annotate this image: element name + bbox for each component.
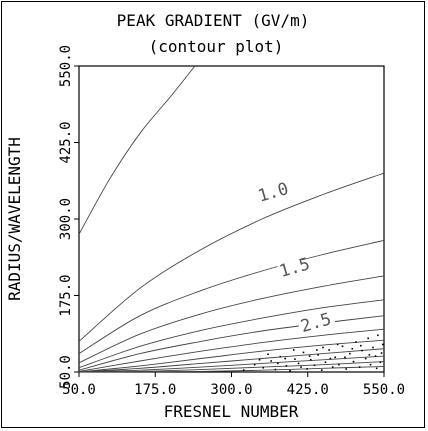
scatter-point: [289, 369, 291, 372]
chart-subtitle: (contour plot): [149, 37, 284, 56]
scatter-point: [270, 360, 272, 362]
scatter-point: [377, 334, 379, 337]
contour-line-4: [78, 355, 385, 373]
scatter-point: [334, 356, 336, 359]
y-tick-label: 175.0: [58, 274, 74, 316]
scatter-point: [317, 354, 319, 356]
y-tick-label: 50.0: [58, 355, 74, 389]
scatter-point: [284, 357, 286, 360]
scatter-point: [341, 345, 344, 348]
scatter-point: [368, 354, 371, 356]
scatter-point: [313, 364, 316, 367]
scatter-point: [242, 369, 245, 371]
scatter-point: [267, 353, 269, 356]
scatter-point: [308, 355, 311, 357]
x-tick-label: 50.0: [62, 382, 96, 398]
scatter-point: [360, 344, 362, 347]
scatter-point: [277, 362, 279, 365]
scatter-point: [344, 356, 346, 359]
scatter-point: [297, 362, 300, 365]
contour-label-bg: [256, 184, 293, 201]
contour-line-2.5: [78, 328, 385, 372]
scatter-point: [355, 341, 357, 343]
scatter-point: [375, 367, 378, 370]
scatter-point: [329, 357, 332, 360]
dense-points: [242, 334, 384, 372]
y-tick-label: 300.0: [58, 198, 74, 240]
scatter-point: [331, 366, 334, 368]
contour-labels: 1.0 1.5 2.5: [256, 179, 335, 337]
scatter-point: [285, 365, 288, 367]
scatter-point: [306, 368, 308, 370]
scatter-point: [369, 363, 372, 366]
scatter-point: [351, 347, 354, 350]
contour-line-1.2: [78, 239, 385, 354]
scatter-point: [279, 355, 282, 358]
contour-lines: [78, 65, 385, 373]
contour-line-1.5: [78, 275, 385, 364]
scatter-point: [322, 346, 324, 349]
chart-title: PEAK GRADIENT (GV/m): [117, 11, 310, 30]
scatter-point: [294, 358, 296, 360]
contour-line-3.5: [78, 348, 385, 373]
scatter-point: [253, 363, 256, 366]
scatter-point: [320, 369, 323, 371]
contour-label-bg: [277, 260, 314, 277]
x-tick-label: 550.0: [363, 382, 405, 398]
x-tick-label: 425.0: [287, 382, 329, 398]
x-tick-label: 175.0: [134, 382, 176, 398]
scatter-point: [274, 368, 277, 371]
scatter-point: [380, 352, 383, 354]
scatter-point: [302, 351, 305, 354]
scatter-point: [361, 349, 363, 352]
scatter-point: [262, 366, 265, 369]
scatter-point: [328, 349, 330, 351]
scatter-point: [367, 337, 369, 340]
scatter-point: [381, 343, 384, 346]
scatter-point: [345, 368, 347, 370]
scatter-point: [379, 361, 382, 364]
scatter-point: [358, 366, 361, 368]
contour-line-1.8: [78, 299, 385, 369]
scatter-point: [300, 366, 302, 368]
contour-line-3: [78, 339, 385, 373]
y-axis-ticks: 50.0 175.0 300.0 425.0 550.0: [58, 45, 79, 389]
scatter-point: [324, 361, 327, 364]
contour-line-5: [78, 366, 385, 373]
contour-label: 1.5: [277, 254, 312, 282]
plot-area: [78, 65, 385, 373]
scatter-point: [310, 358, 312, 361]
contour-label: 1.0: [256, 179, 291, 207]
scatter-point: [292, 349, 295, 351]
x-axis-label: FRESNEL NUMBER: [164, 402, 299, 421]
y-axis-label: RADIUS/WAVELENGTH: [5, 137, 24, 301]
contour-label-bg: [298, 315, 335, 332]
scatter-point: [374, 355, 377, 357]
contour-line-0.5: [78, 65, 196, 235]
y-tick-label: 550.0: [58, 45, 74, 87]
scatter-point: [338, 363, 340, 366]
contour-label: 2.5: [299, 309, 334, 337]
scatter-point: [336, 343, 339, 346]
scatter-point: [372, 346, 374, 349]
x-tick-label: 300.0: [210, 382, 252, 398]
scatter-point: [258, 358, 261, 361]
x-axis-ticks: 50.0 175.0 300.0 425.0 550.0: [62, 372, 405, 398]
y-tick-label: 425.0: [58, 121, 74, 163]
scatter-point: [316, 349, 318, 351]
scatter-point: [349, 352, 351, 355]
contour-line-1: [78, 172, 385, 342]
scatter-point: [352, 360, 355, 363]
scatter-point: [364, 357, 367, 360]
